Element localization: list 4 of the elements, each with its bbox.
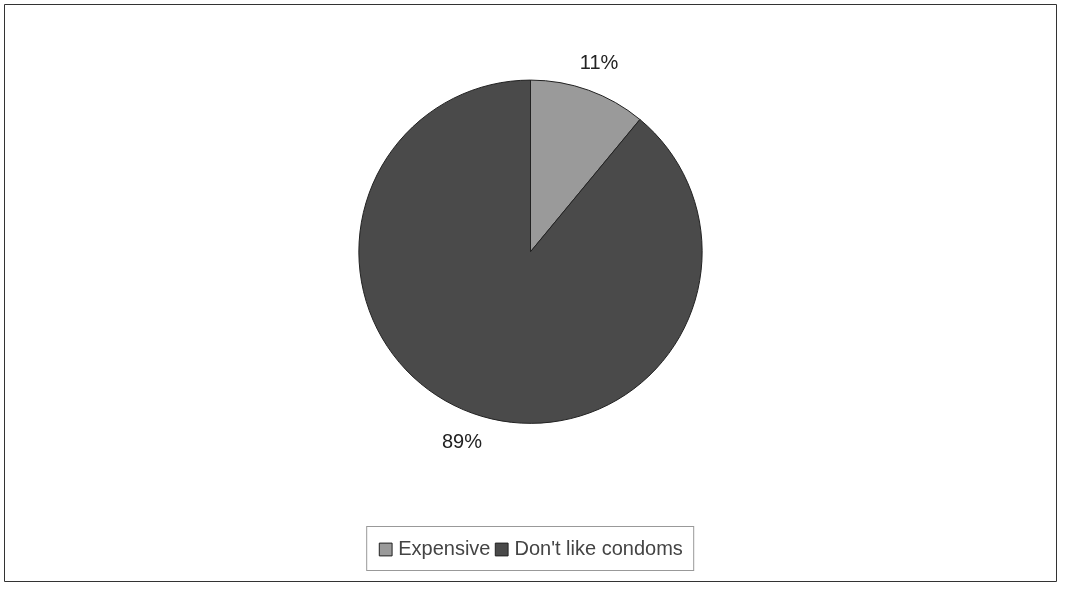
legend-label: Don't like condoms (514, 537, 683, 560)
data-label: 11% (579, 51, 619, 74)
data-label: 89% (441, 429, 483, 452)
legend-label: Expensive (398, 537, 491, 560)
